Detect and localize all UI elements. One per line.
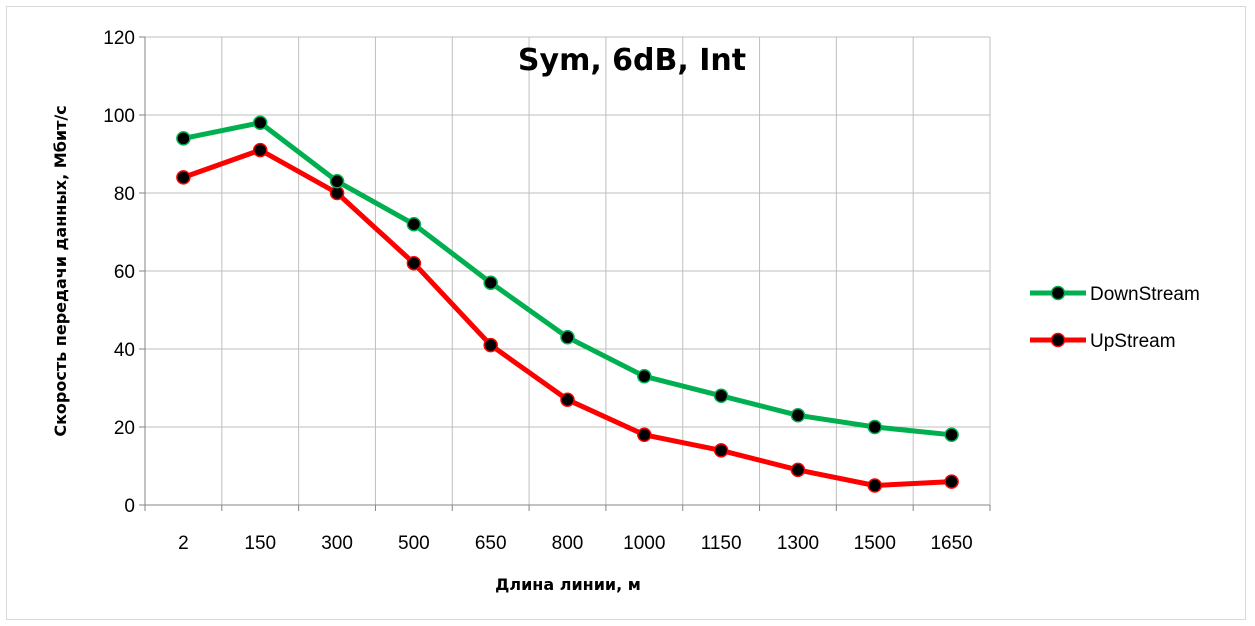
data-point xyxy=(867,478,883,493)
series-upstream xyxy=(176,142,959,493)
x-tick-label: 800 xyxy=(552,533,584,554)
data-point xyxy=(944,427,959,443)
y-tick-label: 0 xyxy=(124,496,135,517)
data-point xyxy=(483,337,498,353)
data-point xyxy=(252,115,268,131)
data-point xyxy=(867,419,883,435)
axes xyxy=(139,36,991,511)
y-tick-label: 80 xyxy=(114,184,135,205)
data-point xyxy=(406,255,422,271)
x-tick-label: 300 xyxy=(321,533,353,554)
x-tick-label: 1300 xyxy=(777,533,819,554)
y-tick-label: 120 xyxy=(103,28,135,49)
series-downstream xyxy=(176,115,959,443)
series-layer xyxy=(176,115,959,493)
y-tick-label: 100 xyxy=(103,106,135,127)
data-point xyxy=(329,174,345,189)
x-tick-label: 150 xyxy=(244,533,276,554)
x-tick-label: 1000 xyxy=(623,533,665,554)
data-point xyxy=(790,462,806,478)
data-point xyxy=(713,443,729,458)
data-point xyxy=(560,392,575,407)
data-point xyxy=(483,275,498,290)
legend: DownStream UpStream xyxy=(1030,284,1200,352)
grid xyxy=(145,36,991,505)
y-axis-title: Скорость передачи данных, Мбит/с xyxy=(51,105,70,436)
legend-swatch-marker xyxy=(1050,285,1066,301)
legend-label: DownStream xyxy=(1090,284,1200,305)
data-point xyxy=(560,330,575,345)
data-point xyxy=(713,388,729,404)
x-tick-label: 1650 xyxy=(930,533,972,554)
legend-item: UpStream xyxy=(1030,331,1176,352)
y-tick-label: 20 xyxy=(114,418,135,439)
chart-frame xyxy=(6,6,1246,620)
y-tick-label: 60 xyxy=(114,262,135,283)
legend-label: UpStream xyxy=(1090,331,1176,352)
data-point xyxy=(944,474,959,489)
legend-item: DownStream xyxy=(1030,284,1200,305)
x-axis-title: Длина линии, м xyxy=(495,575,641,594)
data-point xyxy=(176,131,191,146)
x-tick-label: 2 xyxy=(178,533,189,554)
x-tick-label: 650 xyxy=(475,533,507,554)
y-tick-label: 40 xyxy=(114,340,135,361)
data-point xyxy=(406,216,422,232)
data-point xyxy=(252,142,268,158)
data-point xyxy=(637,369,652,384)
data-point xyxy=(176,170,191,185)
data-point xyxy=(790,408,806,423)
data-point xyxy=(637,427,652,443)
x-tick-label: 1150 xyxy=(701,533,742,554)
chart-title: Sym, 6dB, Int xyxy=(518,43,746,78)
legend-swatch-marker xyxy=(1050,332,1066,348)
x-tick-label: 500 xyxy=(398,533,430,554)
x-tick-label: 1500 xyxy=(854,533,896,554)
tick-labels: 0 20 40 60 80 100 120 2 150 300 500 650 800 1000 1150 1… xyxy=(103,28,972,554)
